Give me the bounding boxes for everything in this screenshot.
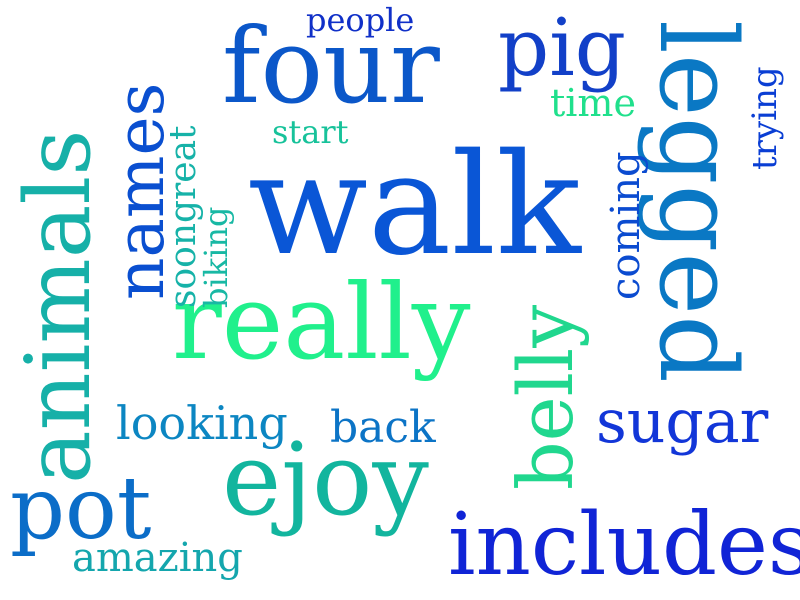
- word-amazing: amazing: [72, 535, 243, 581]
- word-pig: pig: [498, 1, 627, 94]
- word-animals: animals: [6, 129, 111, 484]
- word-time: time: [550, 81, 636, 125]
- word-walk: walk: [248, 124, 581, 287]
- word-belly: belly: [501, 304, 590, 490]
- word-four: four: [222, 5, 440, 127]
- word-biking: biking: [197, 206, 235, 308]
- word-trying: trying: [745, 66, 785, 170]
- word-includes: includes: [448, 495, 800, 595]
- word-legged: legged: [636, 20, 759, 383]
- word-coming: coming: [603, 151, 649, 300]
- word-people: people: [306, 1, 415, 39]
- word-pot: pot: [10, 459, 152, 559]
- word-back: back: [330, 402, 436, 453]
- word-looking: looking: [116, 396, 288, 450]
- word-start: start: [272, 113, 349, 151]
- word-sugar: sugar: [596, 387, 769, 457]
- word-really: really: [172, 261, 471, 383]
- word-ejoy: ejoy: [222, 421, 429, 538]
